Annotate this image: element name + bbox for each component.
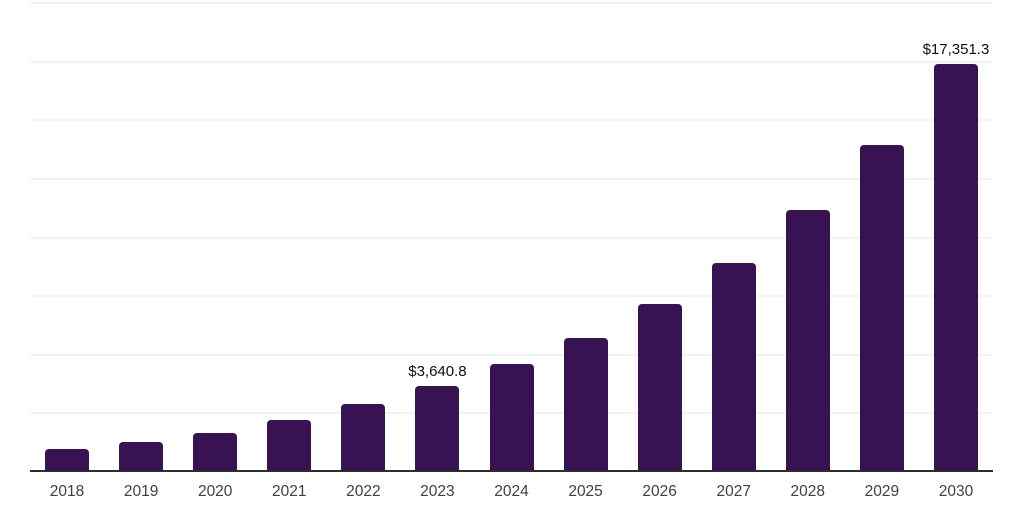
gridline: [30, 353, 993, 356]
x-tick-2022: 2022: [346, 483, 381, 500]
x-tick-2029: 2029: [864, 483, 900, 500]
plot-area: 2018 2019 2020 2021 2022 $3,640.8 2023 2024 2025…: [30, 2, 993, 500]
x-tick-2026: 2026: [642, 483, 677, 500]
x-tick-2024: 2024: [494, 483, 529, 500]
x-tick-2018: 2018: [49, 483, 85, 500]
x-tick-2028: 2028: [790, 483, 826, 500]
bar-2021: [267, 420, 312, 471]
bar-2019: [119, 441, 164, 471]
gridline: [30, 119, 993, 122]
data-label-2023: $3,640.8: [408, 362, 467, 380]
x-tick-2023: 2023: [420, 483, 455, 500]
data-label-2030: $17,351.3: [922, 41, 990, 59]
bar-2025: [563, 337, 608, 471]
bar-2020: [193, 432, 238, 471]
x-tick-2021: 2021: [272, 483, 307, 500]
x-tick-2030: 2030: [938, 483, 974, 500]
bar-2024: [489, 364, 534, 471]
x-axis-line: [30, 470, 993, 472]
bar-2028: [785, 210, 830, 471]
x-tick-2025: 2025: [568, 483, 603, 500]
bar-2026: [637, 304, 682, 471]
x-tick-2020: 2020: [197, 483, 233, 500]
gridline: [30, 2, 993, 4]
x-tick-2019: 2019: [123, 483, 159, 500]
gridline: [30, 295, 993, 298]
bar-2030: [933, 64, 978, 471]
bar-2023: [415, 385, 460, 471]
gridline: [30, 60, 993, 63]
x-tick-2027: 2027: [716, 483, 751, 500]
bar-2018: [45, 448, 90, 471]
bar-2022: [341, 404, 386, 471]
bar-2029: [859, 145, 904, 471]
gridline: [30, 236, 993, 239]
bar-2027: [711, 262, 756, 471]
gridline: [30, 177, 993, 180]
